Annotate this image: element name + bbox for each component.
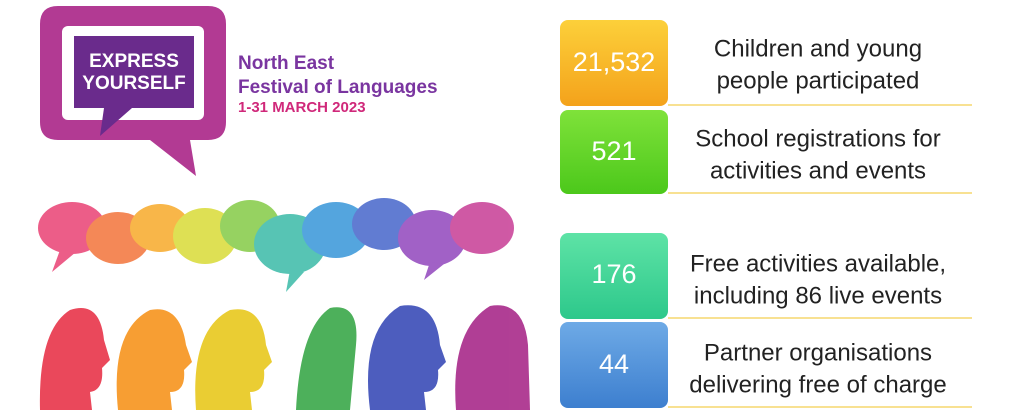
festival-name: North East bbox=[238, 53, 335, 74]
logo-title: YOURSELF bbox=[82, 73, 185, 94]
stat-description: School registrations for bbox=[695, 125, 940, 152]
stat-description: delivering free of charge bbox=[689, 371, 946, 398]
stat: 21,532 Children and young people partici… bbox=[560, 20, 972, 106]
festival-name: Festival of Languages bbox=[238, 77, 438, 98]
stat-value: 521 bbox=[591, 136, 636, 166]
stat: 44 Partner organisations delivering free… bbox=[560, 322, 972, 408]
stat-box bbox=[560, 20, 668, 106]
stat-description: Children and young bbox=[714, 35, 922, 62]
stat-description: Free activities available, bbox=[690, 250, 946, 277]
stat-description: Partner organisations bbox=[704, 339, 932, 366]
stat-description: people participated bbox=[717, 67, 920, 94]
stat-box bbox=[560, 110, 668, 194]
logo: EXPRESS YOURSELF North East Festival of … bbox=[40, 6, 438, 176]
speech-bubbles bbox=[38, 198, 514, 292]
stat-box bbox=[560, 233, 668, 319]
heads bbox=[39, 305, 530, 410]
stat-box bbox=[560, 322, 668, 408]
stat-value: 44 bbox=[599, 349, 629, 379]
stat: 521 School registrations for activities … bbox=[560, 110, 972, 194]
stat: 176 Free activities available, including… bbox=[560, 233, 972, 319]
logo-box bbox=[74, 36, 194, 136]
stat-value: 176 bbox=[591, 259, 636, 289]
stat-description: including 86 live events bbox=[694, 282, 942, 309]
festival-dates: 1-31 MARCH 2023 bbox=[238, 99, 366, 116]
stat-description: activities and events bbox=[710, 157, 926, 184]
logo-title: EXPRESS bbox=[89, 51, 179, 72]
stat-value: 21,532 bbox=[573, 47, 656, 77]
